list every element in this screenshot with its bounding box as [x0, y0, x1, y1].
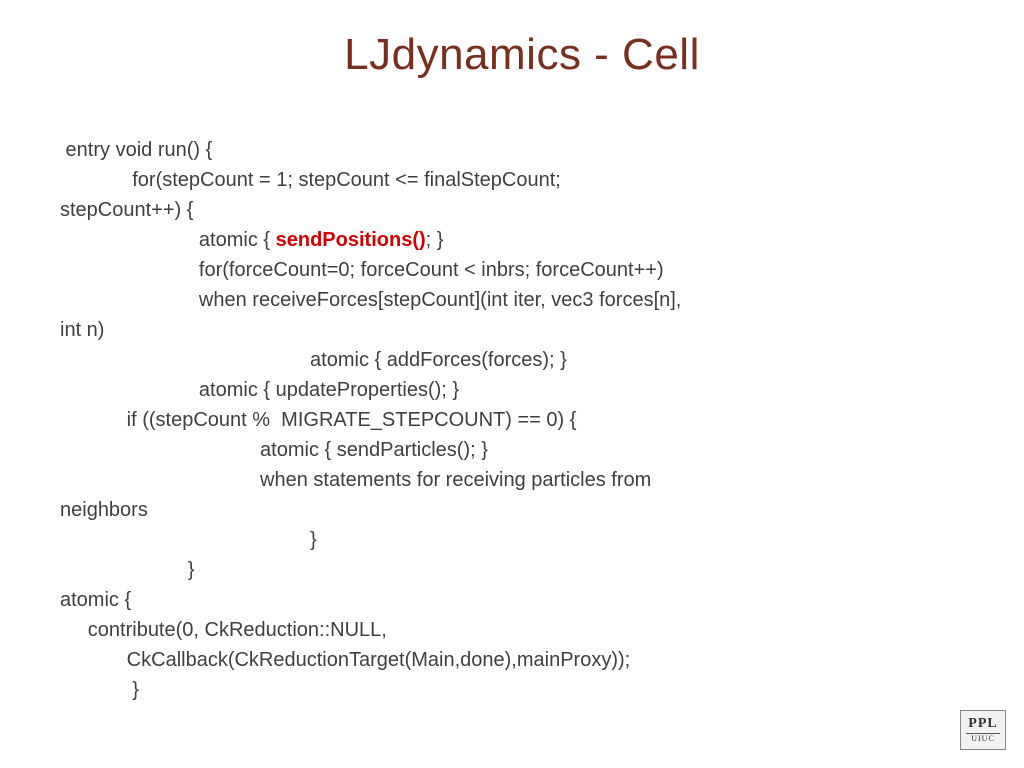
code-line: int n)	[60, 315, 984, 345]
code-line: }	[60, 675, 984, 705]
code-line: if ((stepCount % MIGRATE_STEPCOUNT) == 0…	[60, 405, 984, 435]
code-line: }	[60, 525, 984, 555]
code-line: when receiveForces[stepCount](int iter, …	[60, 285, 984, 315]
code-text: atomic {	[60, 229, 276, 251]
code-line: when statements for receiving particles …	[60, 465, 984, 495]
code-line: stepCount++) {	[60, 195, 984, 225]
code-line: atomic { sendParticles(); }	[60, 435, 984, 465]
code-highlight: sendPositions()	[276, 229, 426, 251]
code-line: atomic { updateProperties(); }	[60, 375, 984, 405]
logo-bottom-text: UIUC	[971, 735, 995, 743]
code-line: atomic { addForces(forces); }	[60, 345, 984, 375]
code-line: atomic {	[60, 585, 984, 615]
code-line: contribute(0, CkReduction::NULL,	[60, 615, 984, 645]
logo-top-text: PPL	[968, 717, 997, 731]
code-block: entry void run() { for(stepCount = 1; st…	[60, 135, 984, 705]
code-line: for(stepCount = 1; stepCount <= finalSte…	[60, 165, 984, 195]
code-line: for(forceCount=0; forceCount < inbrs; fo…	[60, 255, 984, 285]
code-text: ; }	[426, 229, 444, 251]
code-line: CkCallback(CkReductionTarget(Main,done),…	[60, 645, 984, 675]
code-line: entry void run() {	[60, 135, 984, 165]
code-line: atomic { sendPositions(); }	[60, 225, 984, 255]
slide-container: LJdynamics - Cell entry void run() { for…	[0, 0, 1024, 768]
slide-title: LJdynamics - Cell	[60, 30, 984, 80]
code-line: }	[60, 555, 984, 585]
ppl-uiuc-logo: PPL UIUC	[960, 710, 1006, 750]
code-line: neighbors	[60, 495, 984, 525]
